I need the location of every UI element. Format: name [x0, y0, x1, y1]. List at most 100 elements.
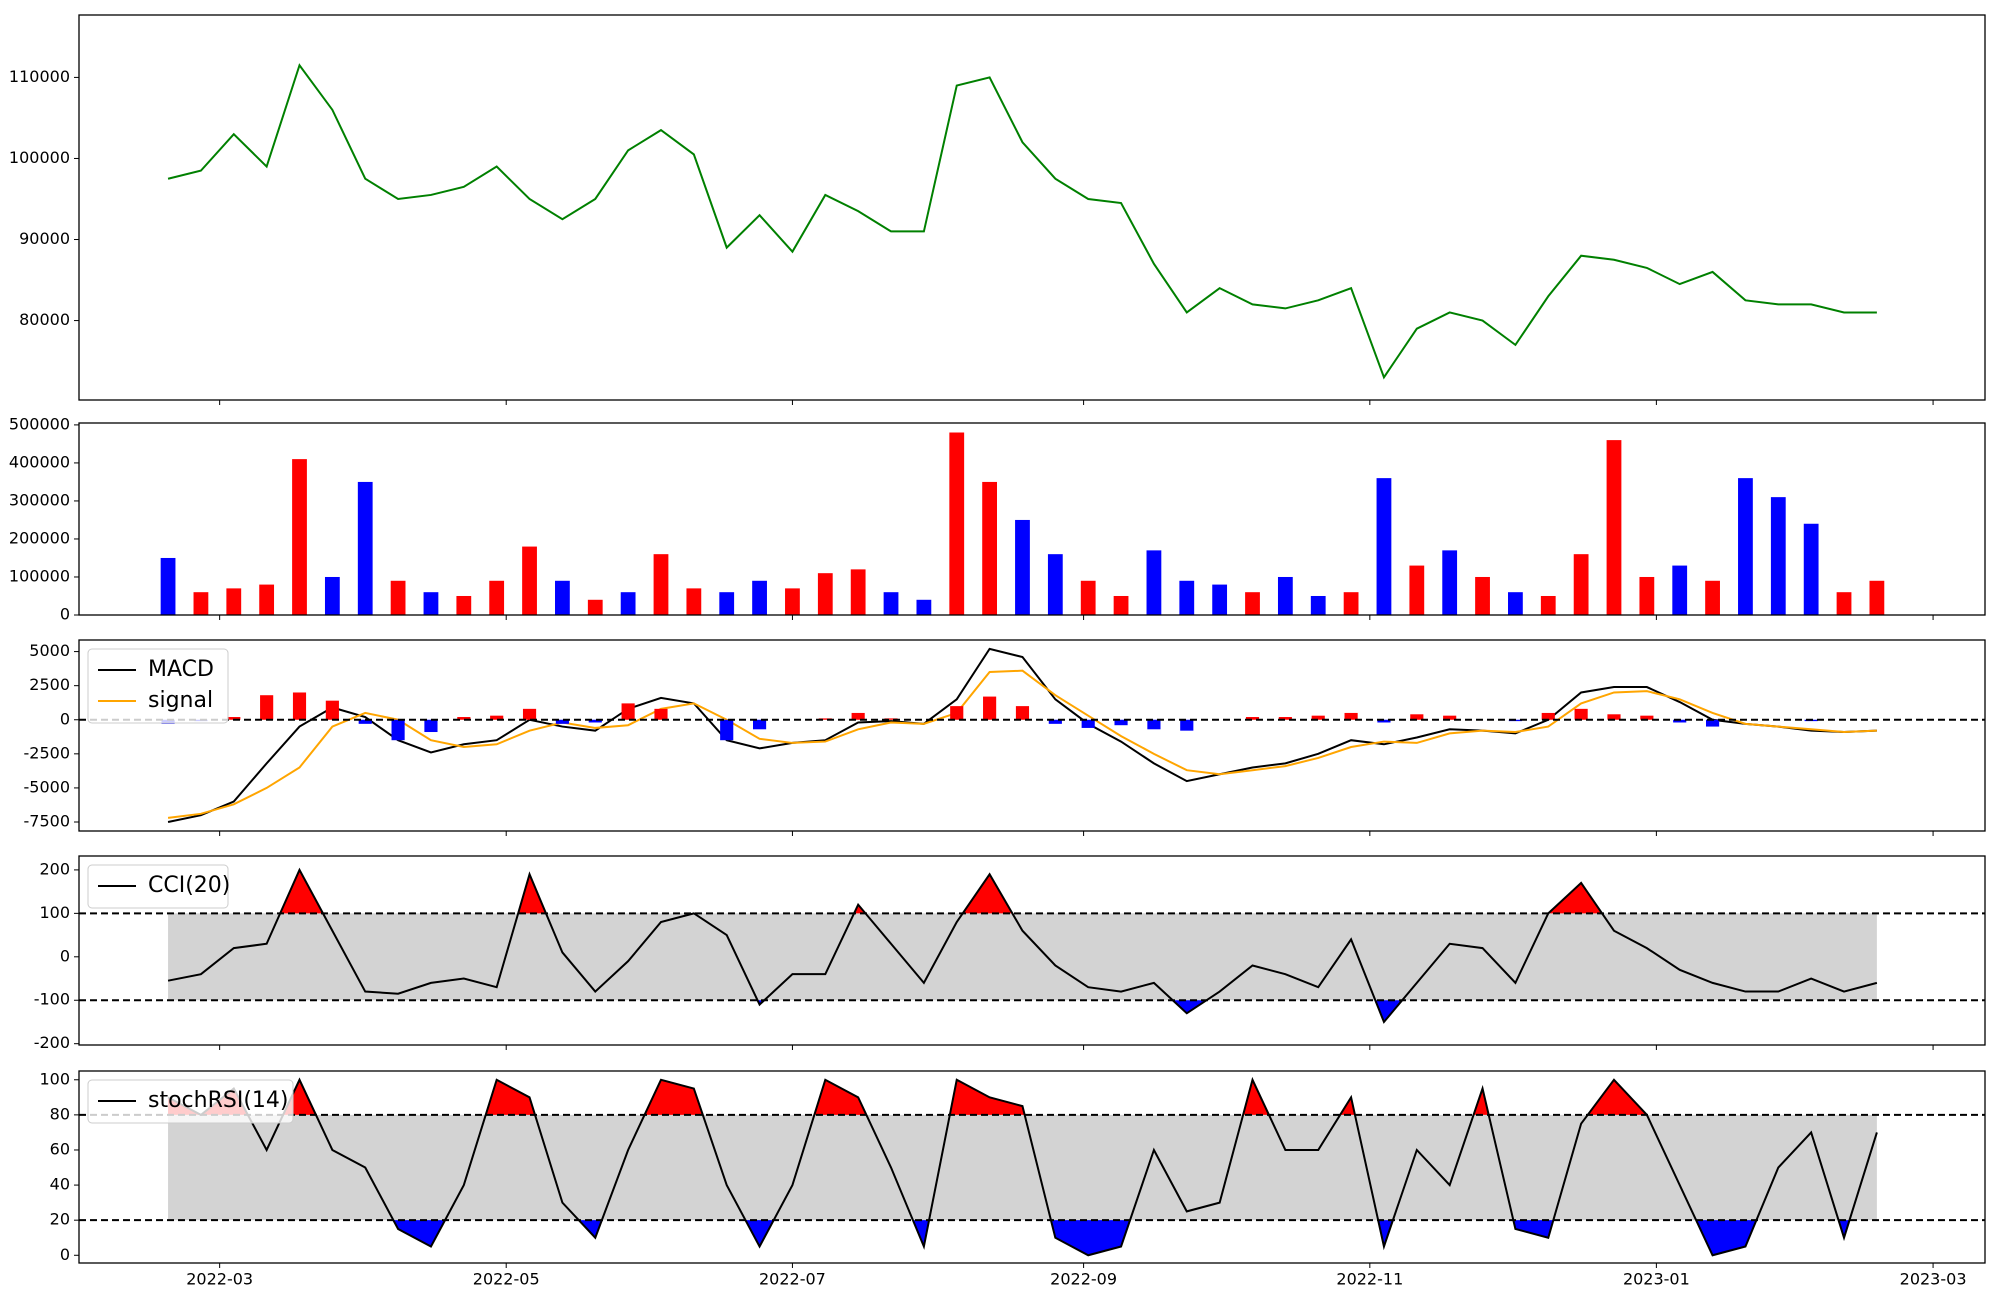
histogram-bar	[1311, 715, 1325, 720]
histogram-bar	[358, 719, 372, 724]
histogram-bar	[1344, 712, 1358, 720]
histogram-bar	[588, 719, 602, 723]
volume-bar	[1803, 523, 1819, 615]
y-tick-label: 100000	[9, 566, 70, 585]
volume-bar	[982, 481, 998, 615]
histogram-bar	[818, 718, 832, 720]
y-tick-label: 500000	[9, 414, 70, 433]
volume-bar	[752, 580, 767, 615]
histogram-bar	[522, 708, 537, 720]
y-tick-label: 0	[60, 1245, 70, 1264]
y-tick-label: -7500	[24, 812, 71, 831]
volume-bar	[1770, 497, 1786, 615]
volume-bar	[1508, 592, 1523, 615]
volume-bar	[1738, 478, 1753, 615]
histogram-bar	[1640, 715, 1654, 720]
volume-bar	[1672, 565, 1688, 615]
axes-frame	[78, 422, 1986, 616]
volume-bar	[1573, 554, 1589, 615]
volume-bar	[1179, 580, 1195, 615]
x-tick-label: 2022-09	[1050, 1270, 1117, 1289]
histogram-bar	[1377, 719, 1391, 723]
legend: stochRSI(14)	[87, 1079, 294, 1124]
y-tick-label: 80000	[19, 310, 70, 329]
axes-frame	[78, 1070, 1986, 1264]
axes-frame	[78, 639, 1986, 832]
x-tick-label: 2022-07	[759, 1270, 826, 1289]
y-tick-label: 0	[60, 605, 70, 624]
histogram-bar	[1180, 719, 1194, 731]
histogram-bar	[325, 700, 339, 720]
histogram-bar	[884, 718, 898, 720]
histogram-bar	[1114, 719, 1128, 726]
histogram-bar	[1706, 719, 1720, 727]
series-line	[167, 63, 1877, 380]
volume-bar	[489, 580, 505, 615]
y-tick-label: 0	[60, 709, 70, 728]
legend-box	[87, 1079, 294, 1124]
volume-bar	[817, 573, 833, 615]
volume-bar	[620, 592, 636, 615]
y-tick-label: 200000	[9, 528, 70, 547]
volume-bar	[555, 580, 570, 615]
volume-bar	[1540, 595, 1556, 615]
histogram-bar	[1607, 714, 1621, 720]
volume-bar	[390, 580, 406, 615]
volume-bar	[1376, 478, 1392, 615]
y-tick-label: -2500	[24, 743, 71, 762]
volume-bar	[1146, 550, 1162, 615]
histogram-bar	[1015, 706, 1030, 720]
volume-bar	[357, 481, 373, 615]
y-tick-label: 0	[60, 946, 70, 965]
neutral-band	[168, 913, 1877, 1001]
y-tick-label: -5000	[24, 777, 71, 796]
volume-bar	[653, 554, 669, 615]
y-tick-label: 90000	[19, 229, 70, 248]
legend-label: CCI(20)	[148, 873, 230, 898]
legend-box	[87, 648, 229, 724]
volume-bar	[292, 459, 307, 615]
oversold-fill	[168, 1000, 1877, 1022]
y-tick-label: 2500	[29, 675, 70, 694]
neutral-band	[168, 1114, 1877, 1221]
histogram-bar	[851, 712, 865, 720]
histogram-bar	[654, 708, 668, 720]
axes-frame	[78, 14, 1986, 401]
y-tick-label: 100000	[9, 148, 70, 167]
histogram-bar	[950, 706, 964, 720]
volume-bar	[1015, 519, 1030, 615]
volume-bar	[686, 588, 702, 615]
y-tick-label: -100	[34, 990, 70, 1009]
y-tick-label: -200	[34, 1033, 70, 1052]
histogram-bar	[1048, 719, 1062, 724]
y-tick-label: 400000	[9, 452, 70, 471]
series-line	[167, 867, 1878, 1024]
histogram-bar	[424, 719, 438, 733]
overbought-fill	[168, 869, 1877, 914]
histogram-bar	[1574, 708, 1588, 720]
y-tick-label: 60	[50, 1139, 70, 1158]
volume-bar	[1442, 550, 1458, 615]
y-tick-label: 110000	[9, 67, 70, 86]
histogram-bar	[1081, 719, 1095, 728]
histogram-bar	[391, 719, 405, 741]
histogram-bar	[555, 719, 569, 724]
y-tick-label: 100	[39, 1069, 70, 1088]
y-tick-label: 100	[39, 903, 70, 922]
volume-bar	[785, 588, 800, 615]
histogram-bar	[1410, 714, 1424, 720]
histogram-bar	[260, 695, 274, 720]
volume-bar	[1705, 580, 1720, 615]
y-tick-label: 5000	[29, 641, 70, 660]
histogram-bar	[457, 717, 471, 720]
volume-bar	[324, 576, 340, 615]
volume-bar	[160, 557, 176, 615]
volume-bar	[850, 569, 866, 615]
volume-bar	[522, 546, 537, 615]
volume-bar	[1310, 595, 1326, 615]
histogram-bar	[1673, 719, 1687, 723]
histogram-bar	[621, 703, 635, 720]
axes-frame	[78, 855, 1986, 1046]
legend-label: stochRSI(14)	[148, 1088, 289, 1113]
